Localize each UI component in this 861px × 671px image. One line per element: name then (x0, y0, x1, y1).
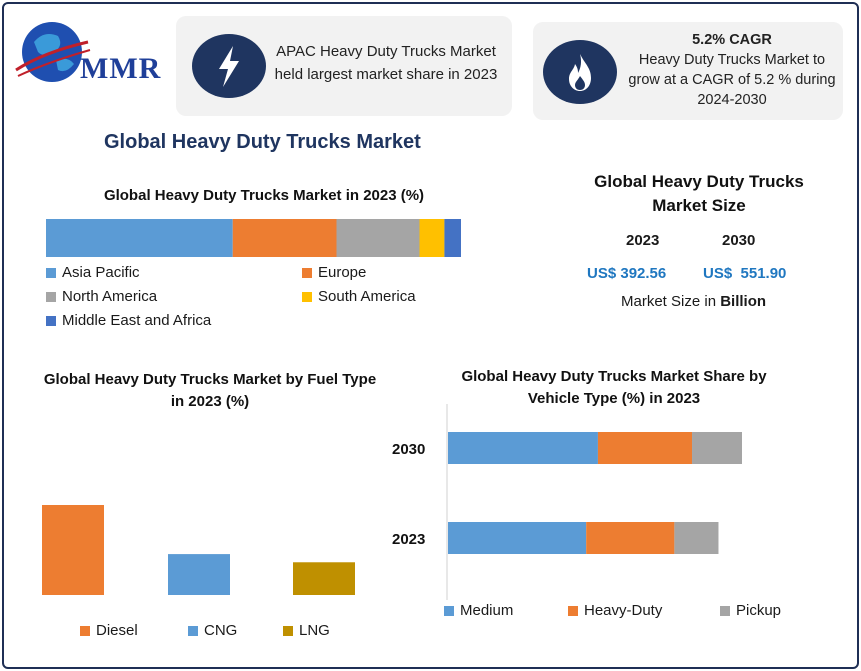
vehicle-category-label-2023: 2023 (392, 531, 425, 548)
legend-swatch (46, 291, 56, 302)
legend-swatch (720, 605, 730, 616)
legend-label: Diesel (96, 622, 138, 639)
vehicle-bar-2030-pickup (692, 432, 742, 464)
market-size-title: Global Heavy Duty Trucks Market Size (594, 172, 804, 215)
vehicle-legend-item-medium: Medium (444, 602, 513, 619)
legend-label: Asia Pacific (62, 264, 140, 281)
globe-icon (15, 22, 91, 82)
logo-text: MMR (80, 52, 162, 85)
legend-label: Middle East and Africa (62, 312, 212, 329)
region-stacked-bar-chart (46, 219, 461, 257)
fuel-bar-cng (168, 554, 230, 595)
market-size-unit-bold: Billion (720, 293, 767, 310)
region-legend-item-europe: Europe (302, 264, 366, 281)
vehicle-bar-2030-medium (448, 432, 598, 464)
logo: MMR (14, 12, 164, 85)
fuel-bar-chart (42, 505, 355, 595)
region-bar-segment-middle-east-and-africa (444, 219, 461, 257)
fuel-legend-item-lng: LNG (283, 622, 330, 639)
market-size-year-2023: 2023 (626, 232, 660, 249)
vehicle-bar-2023-medium (448, 522, 587, 554)
region-bar-segment-europe (232, 219, 337, 257)
cagr-info-text: 5.2% CAGR Heavy Duty Trucks Market to gr… (625, 30, 839, 110)
vehicle-bar-2023-heavy-duty (586, 522, 675, 554)
fuel-bar-diesel (42, 505, 104, 595)
cagr-headline: 5.2% CAGR (692, 32, 772, 48)
legend-label: Pickup (736, 602, 782, 619)
legend-label: Medium (460, 602, 514, 619)
legend-swatch (302, 291, 312, 302)
fuel-legend-item-cng: CNG (188, 622, 237, 639)
market-size-unit-prefix: Market Size in (621, 293, 721, 310)
market-size-value-2030: US$ 551.90 (703, 265, 787, 282)
main-title: Global Heavy Duty Trucks Market (104, 131, 421, 153)
legend-label: Europe (318, 264, 367, 281)
market-size-year-2030: 2030 (722, 232, 756, 249)
vehicle-bar-2023-pickup (674, 522, 719, 554)
region-bar-segment-south-america (419, 219, 445, 257)
fuel-chart-title: Global Heavy Duty Trucks Market by Fuel … (43, 371, 377, 410)
vehicle-category-label-2030: 2030 (392, 441, 425, 458)
legend-swatch (80, 625, 90, 636)
region-bar-segment-asia-pacific (46, 219, 233, 257)
legend-label: South America (318, 288, 416, 305)
vehicle-bar-2030-heavy-duty (597, 432, 693, 464)
market-size-unit: Market Size in Billion (621, 293, 766, 310)
legend-swatch (188, 625, 198, 636)
flame-icon (543, 40, 617, 104)
market-size-value-2023: US$ 392.56 (587, 265, 667, 282)
legend-swatch (568, 605, 578, 616)
region-legend-item-asia-pacific: Asia Pacific (46, 264, 140, 281)
cagr-info-box: 5.2% CAGR Heavy Duty Trucks Market to gr… (533, 22, 843, 120)
legend-label: CNG (204, 622, 238, 639)
legend-swatch (283, 625, 293, 636)
lightning-bolt-icon (192, 34, 266, 98)
legend-label: LNG (299, 622, 330, 639)
vehicle-legend-item-heavy-duty: Heavy-Duty (568, 602, 662, 619)
legend-swatch (444, 605, 454, 616)
region-bar-segment-north-america (336, 219, 420, 257)
vehicle-stacked-bar-chart: 2030 2023 (392, 404, 742, 600)
cagr-description: Heavy Duty Trucks Market to grow at a CA… (628, 52, 836, 108)
apac-info-box: APAC Heavy Duty Trucks Market held large… (176, 16, 512, 116)
region-legend-item-south-america: South America (302, 288, 416, 305)
legend-swatch (46, 267, 56, 278)
region-legend-item-north-america: North America (46, 288, 157, 305)
region-legend-item-middle-east-and-africa: Middle East and Africa (46, 312, 211, 329)
fuel-bar-lng (293, 562, 355, 595)
vehicle-chart-title: Global Heavy Duty Trucks Market Share by… (461, 368, 767, 407)
legend-label: Heavy-Duty (584, 602, 663, 619)
legend-swatch (46, 315, 56, 326)
legend-label: North America (62, 288, 158, 305)
region-chart-title: Global Heavy Duty Trucks Market in 2023 … (103, 187, 425, 204)
legend-swatch (302, 267, 312, 278)
vehicle-legend-item-pickup: Pickup (720, 602, 781, 619)
fuel-legend-item-diesel: Diesel (80, 622, 138, 639)
apac-info-text: APAC Heavy Duty Trucks Market held large… (274, 43, 498, 83)
